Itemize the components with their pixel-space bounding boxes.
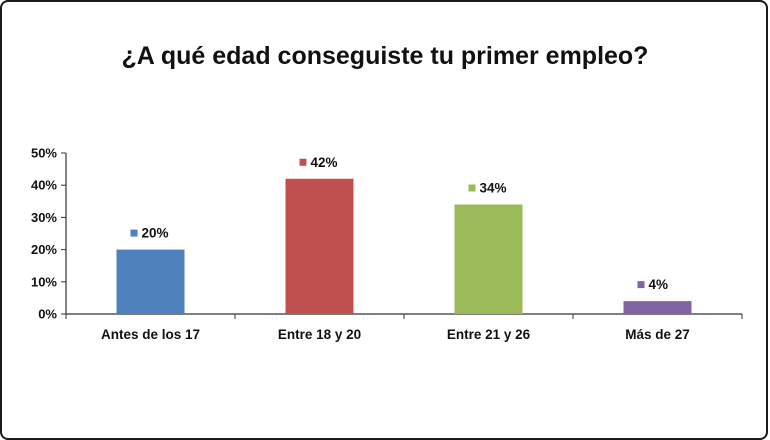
data-label-key	[637, 281, 645, 289]
y-tick-label: 30%	[31, 210, 57, 225]
data-label: 34%	[480, 181, 507, 196]
bar	[285, 178, 354, 314]
data-label-key	[468, 184, 476, 192]
category-label: Entre 18 y 20	[278, 327, 361, 342]
bar	[623, 301, 692, 314]
category-label: Antes de los 17	[101, 327, 200, 342]
data-label: 4%	[649, 277, 669, 292]
category-label: Entre 21 y 26	[447, 327, 531, 342]
y-tick-label: 40%	[31, 178, 57, 193]
data-label: 20%	[142, 226, 169, 241]
bar	[454, 204, 523, 314]
data-label-key	[299, 158, 307, 166]
y-tick-label: 20%	[31, 242, 57, 257]
y-tick-label: 0%	[38, 307, 57, 322]
category-label: Más de 27	[625, 327, 690, 342]
data-label: 42%	[311, 155, 338, 170]
bar	[116, 249, 185, 314]
chart-title: ¿A qué edad conseguiste tu primer empleo…	[121, 42, 649, 70]
y-tick-label: 50%	[31, 146, 57, 161]
data-label-key	[130, 229, 138, 237]
y-tick-label: 10%	[31, 274, 57, 289]
